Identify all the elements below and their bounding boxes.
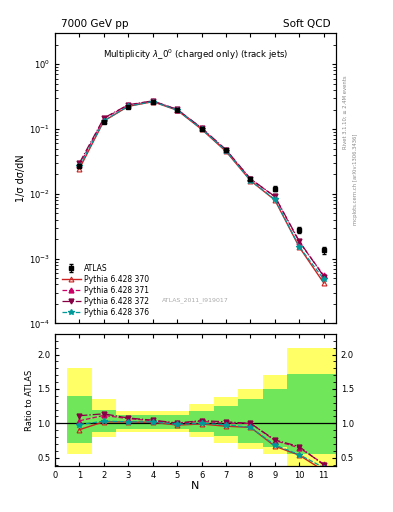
- Pythia 6.428 370: [151, 99, 155, 105]
- Pythia 6.428 370: [248, 178, 253, 184]
- Line: Pythia 6.428 376: Pythia 6.428 376: [77, 99, 327, 282]
- Pythia 6.428 372: [151, 98, 155, 104]
- Pythia 6.428 370: [224, 148, 228, 155]
- Text: ATLAS_2011_I919017: ATLAS_2011_I919017: [162, 297, 229, 303]
- Pythia 6.428 371: [248, 176, 253, 182]
- Pythia 6.428 371: [151, 98, 155, 104]
- Pythia 6.428 370: [321, 280, 326, 286]
- Pythia 6.428 371: [224, 147, 228, 154]
- Pythia 6.428 370: [297, 244, 302, 250]
- X-axis label: N: N: [191, 481, 200, 491]
- Pythia 6.428 371: [199, 125, 204, 131]
- Pythia 6.428 371: [321, 272, 326, 279]
- Pythia 6.428 370: [175, 107, 180, 113]
- Pythia 6.428 371: [175, 106, 180, 113]
- Pythia 6.428 372: [101, 115, 106, 121]
- Line: Pythia 6.428 372: Pythia 6.428 372: [77, 98, 326, 279]
- Pythia 6.428 372: [321, 273, 326, 280]
- Pythia 6.428 371: [77, 162, 82, 168]
- Pythia 6.428 371: [273, 194, 277, 200]
- Y-axis label: Ratio to ATLAS: Ratio to ATLAS: [25, 369, 34, 431]
- Pythia 6.428 370: [101, 118, 106, 124]
- Pythia 6.428 372: [297, 238, 302, 244]
- Pythia 6.428 372: [77, 160, 82, 166]
- Pythia 6.428 376: [224, 148, 228, 154]
- Pythia 6.428 376: [77, 163, 82, 169]
- Pythia 6.428 372: [273, 194, 277, 200]
- Line: Pythia 6.428 371: Pythia 6.428 371: [77, 99, 326, 278]
- Text: 7000 GeV pp: 7000 GeV pp: [61, 19, 128, 29]
- Pythia 6.428 370: [199, 126, 204, 133]
- Pythia 6.428 376: [175, 107, 180, 113]
- Pythia 6.428 376: [126, 103, 131, 109]
- Pythia 6.428 372: [224, 146, 228, 153]
- Pythia 6.428 370: [77, 165, 82, 172]
- Pythia 6.428 376: [248, 178, 253, 184]
- Text: mcplots.cern.ch [arXiv:1306.3436]: mcplots.cern.ch [arXiv:1306.3436]: [353, 134, 358, 225]
- Pythia 6.428 376: [321, 276, 326, 283]
- Pythia 6.428 371: [297, 239, 302, 245]
- Legend: ATLAS, Pythia 6.428 370, Pythia 6.428 371, Pythia 6.428 372, Pythia 6.428 376: ATLAS, Pythia 6.428 370, Pythia 6.428 37…: [59, 261, 152, 319]
- Pythia 6.428 376: [297, 244, 302, 250]
- Line: Pythia 6.428 370: Pythia 6.428 370: [77, 99, 326, 286]
- Pythia 6.428 370: [273, 197, 277, 203]
- Pythia 6.428 372: [199, 125, 204, 131]
- Pythia 6.428 372: [248, 176, 253, 182]
- Pythia 6.428 372: [175, 106, 180, 113]
- Y-axis label: 1/σ dσ/dN: 1/σ dσ/dN: [16, 155, 26, 202]
- Pythia 6.428 370: [126, 103, 131, 110]
- Text: Multiplicity $\lambda\_0^0$ (charged only) (track jets): Multiplicity $\lambda\_0^0$ (charged onl…: [103, 48, 288, 62]
- Text: Rivet 3.1.10; ≥ 2.4M events: Rivet 3.1.10; ≥ 2.4M events: [343, 76, 348, 150]
- Pythia 6.428 376: [273, 196, 277, 202]
- Text: Soft QCD: Soft QCD: [283, 19, 331, 29]
- Pythia 6.428 376: [151, 98, 155, 104]
- Pythia 6.428 371: [101, 116, 106, 122]
- Pythia 6.428 371: [126, 102, 131, 108]
- Pythia 6.428 376: [199, 126, 204, 132]
- Pythia 6.428 372: [126, 102, 131, 108]
- Pythia 6.428 376: [101, 118, 106, 124]
